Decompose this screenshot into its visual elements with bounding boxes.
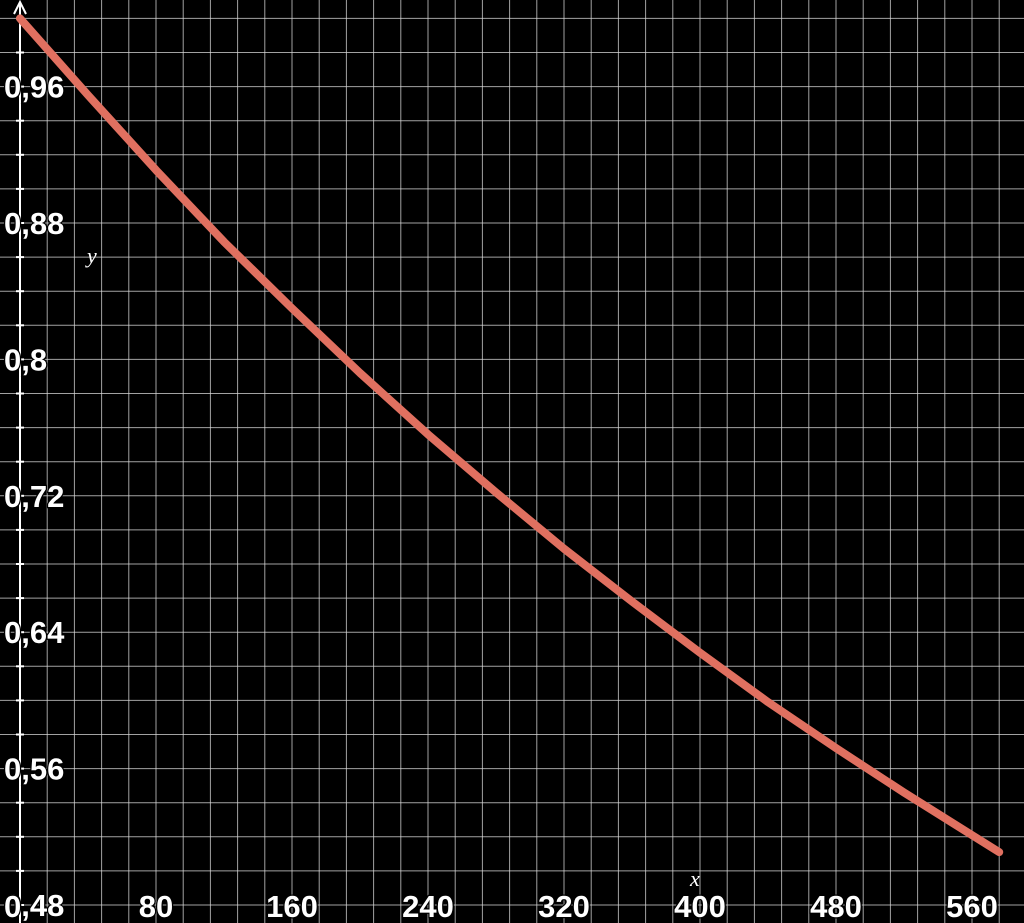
- y-tick-label: 0,88: [4, 206, 64, 241]
- series-layer: [16, 14, 1004, 857]
- y-tick-label: 0,96: [4, 70, 64, 105]
- y-tick-label: 0,56: [4, 752, 64, 787]
- x-tick-label: 80: [139, 889, 173, 923]
- y-tick-label: 0,64: [4, 615, 65, 650]
- series-line: [16, 14, 1004, 857]
- x-tick-label: 240: [402, 889, 454, 923]
- y-tick-label: 0,72: [4, 479, 64, 514]
- y-axis-arrow: [13, 0, 27, 15]
- x-tick-label: 400: [674, 889, 726, 923]
- x-tick-label: 480: [810, 889, 862, 923]
- x-tick-label: 160: [266, 889, 318, 923]
- y-tick-label: 0,48: [4, 888, 64, 923]
- x-axis-label: x: [689, 866, 700, 891]
- x-tick-label: 0: [4, 889, 21, 923]
- x-tick-label: 320: [538, 889, 590, 923]
- x-tick-label: 560: [946, 889, 998, 923]
- y-axis-label: y: [85, 243, 97, 268]
- labels: 0,48 0,56 0,64 0,72 0,8 0,88 0,96 0 80 160 240 320 4…: [3, 68, 999, 923]
- y-tick-label: 0,8: [4, 342, 47, 377]
